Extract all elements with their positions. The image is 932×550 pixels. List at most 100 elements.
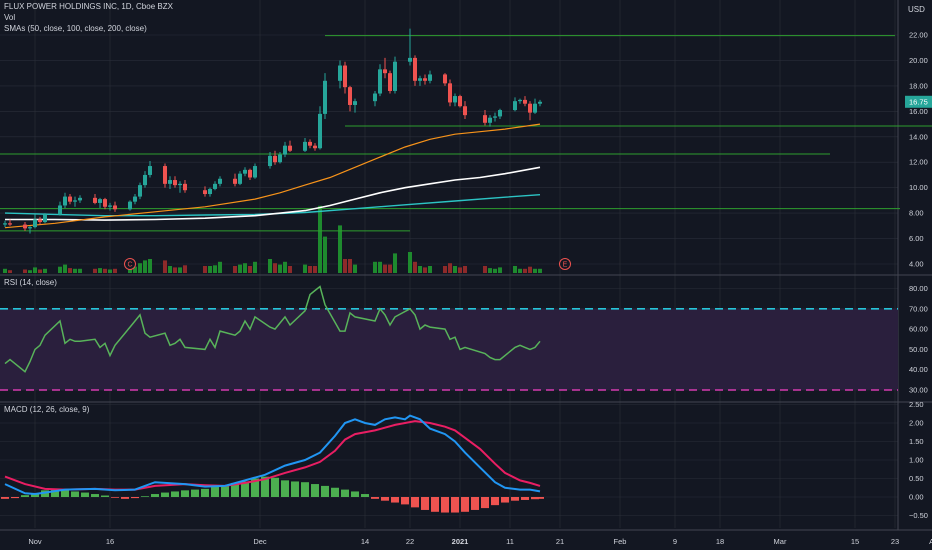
vol-legend[interactable]: Vol	[4, 13, 16, 22]
macd-histogram-bar	[81, 492, 89, 497]
candle-body	[273, 155, 277, 163]
candle-body	[93, 197, 97, 203]
rsi-legend[interactable]: RSI (14, close)	[4, 278, 57, 287]
macd-histogram-bar	[501, 497, 509, 503]
macd-axis-label: 1.00	[909, 456, 924, 465]
candle-body	[343, 65, 347, 88]
candle-body	[203, 190, 207, 195]
candle-body	[253, 166, 257, 178]
volume-bar	[218, 261, 222, 273]
symbol-title[interactable]: FLUX POWER HOLDINGS INC, 1D, Cboe BZX	[4, 2, 173, 11]
candle-body	[183, 183, 187, 191]
macd-histogram-bar	[471, 497, 479, 510]
candle-body	[518, 99, 522, 102]
volume-bar	[348, 259, 352, 273]
macd-histogram-bar	[261, 476, 269, 497]
candle-body	[483, 115, 487, 123]
sma-legend[interactable]: SMAs (50, close, 100, close, 200, close)	[4, 24, 147, 33]
x-axis-label: 15	[851, 537, 859, 546]
volume-bar	[93, 268, 97, 273]
x-axis-label: Nov	[28, 537, 42, 546]
macd-histogram-bar	[281, 480, 289, 497]
volume-bar	[338, 225, 342, 273]
candle-body	[448, 83, 452, 103]
volume-bar	[458, 267, 462, 273]
candle-body	[408, 57, 412, 62]
candle-body	[348, 87, 352, 105]
candle-body	[133, 196, 137, 202]
macd-histogram-bar	[301, 482, 309, 497]
candle-body	[213, 183, 217, 189]
candle-body	[463, 106, 467, 116]
event-marker-circle	[124, 258, 136, 270]
price-axis-label: 8.00	[909, 209, 924, 218]
macd-histogram-bar	[21, 495, 29, 497]
volume-bar	[273, 263, 277, 273]
volume-bar	[443, 266, 447, 273]
candle-body	[378, 69, 382, 94]
x-axis-label: 21	[556, 537, 564, 546]
candle-body	[443, 74, 447, 84]
macd-histogram-bar	[511, 497, 519, 501]
sma50-line	[4, 123, 541, 229]
candle-body	[523, 99, 527, 104]
volume-bar	[163, 260, 167, 273]
volume-bar	[213, 265, 217, 273]
macd-histogram-bar	[521, 497, 529, 500]
volume-bar	[428, 266, 432, 273]
event-marker-circle	[559, 258, 571, 270]
macd-legend[interactable]: MACD (12, 26, close, 9)	[4, 405, 90, 414]
currency-label: USD	[908, 5, 925, 14]
candle-body	[3, 223, 7, 225]
volume-bar	[283, 261, 287, 273]
macd-histogram-bar	[221, 485, 229, 497]
volume-bar	[58, 266, 62, 273]
macd-histogram-bar	[91, 494, 99, 497]
candle-body	[283, 145, 287, 155]
candle-body	[233, 178, 237, 184]
candle-body	[288, 145, 292, 151]
candle-body	[313, 145, 317, 149]
volume-bar	[323, 236, 327, 273]
volume-bar	[483, 266, 487, 273]
macd-histogram-bar	[321, 485, 329, 497]
volume-bar	[538, 268, 542, 273]
candle-body	[108, 205, 112, 207]
macd-histogram-bar	[211, 486, 219, 497]
macd-histogram-bar	[41, 490, 49, 497]
candle-body	[413, 57, 417, 81]
volume-bar	[488, 268, 492, 273]
candle-body	[303, 141, 307, 151]
macd-histogram-bar	[131, 497, 139, 499]
volume-bar	[378, 261, 382, 273]
x-axis-label: 18	[716, 537, 724, 546]
macd-axis-label: 1.50	[909, 437, 924, 446]
volume-bar	[393, 253, 397, 273]
x-axis-label: Mar	[774, 537, 787, 546]
macd-histogram-bar	[111, 497, 119, 498]
volume-bar	[518, 268, 522, 273]
macd-histogram-bar	[271, 477, 279, 497]
candle-body	[423, 78, 427, 81]
candle-body	[243, 169, 247, 174]
candle-body	[173, 180, 177, 186]
price-axis-label: 16.00	[909, 107, 928, 116]
macd-histogram-bar	[171, 491, 179, 497]
volume-bar	[148, 259, 152, 273]
volume-bar	[103, 268, 107, 273]
candle-body	[58, 205, 62, 215]
macd-histogram-bar	[61, 490, 69, 497]
volume-bar	[28, 270, 32, 273]
candle-body	[23, 224, 27, 229]
macd-line	[4, 414, 541, 496]
volume-bar	[243, 263, 247, 273]
volume-bar	[248, 266, 252, 273]
volume-bar	[493, 268, 497, 273]
x-axis-label: 22	[406, 537, 414, 546]
volume-bar	[33, 267, 37, 273]
candle-body	[248, 169, 252, 178]
candle-body	[38, 219, 42, 223]
volume-bar	[388, 264, 392, 273]
